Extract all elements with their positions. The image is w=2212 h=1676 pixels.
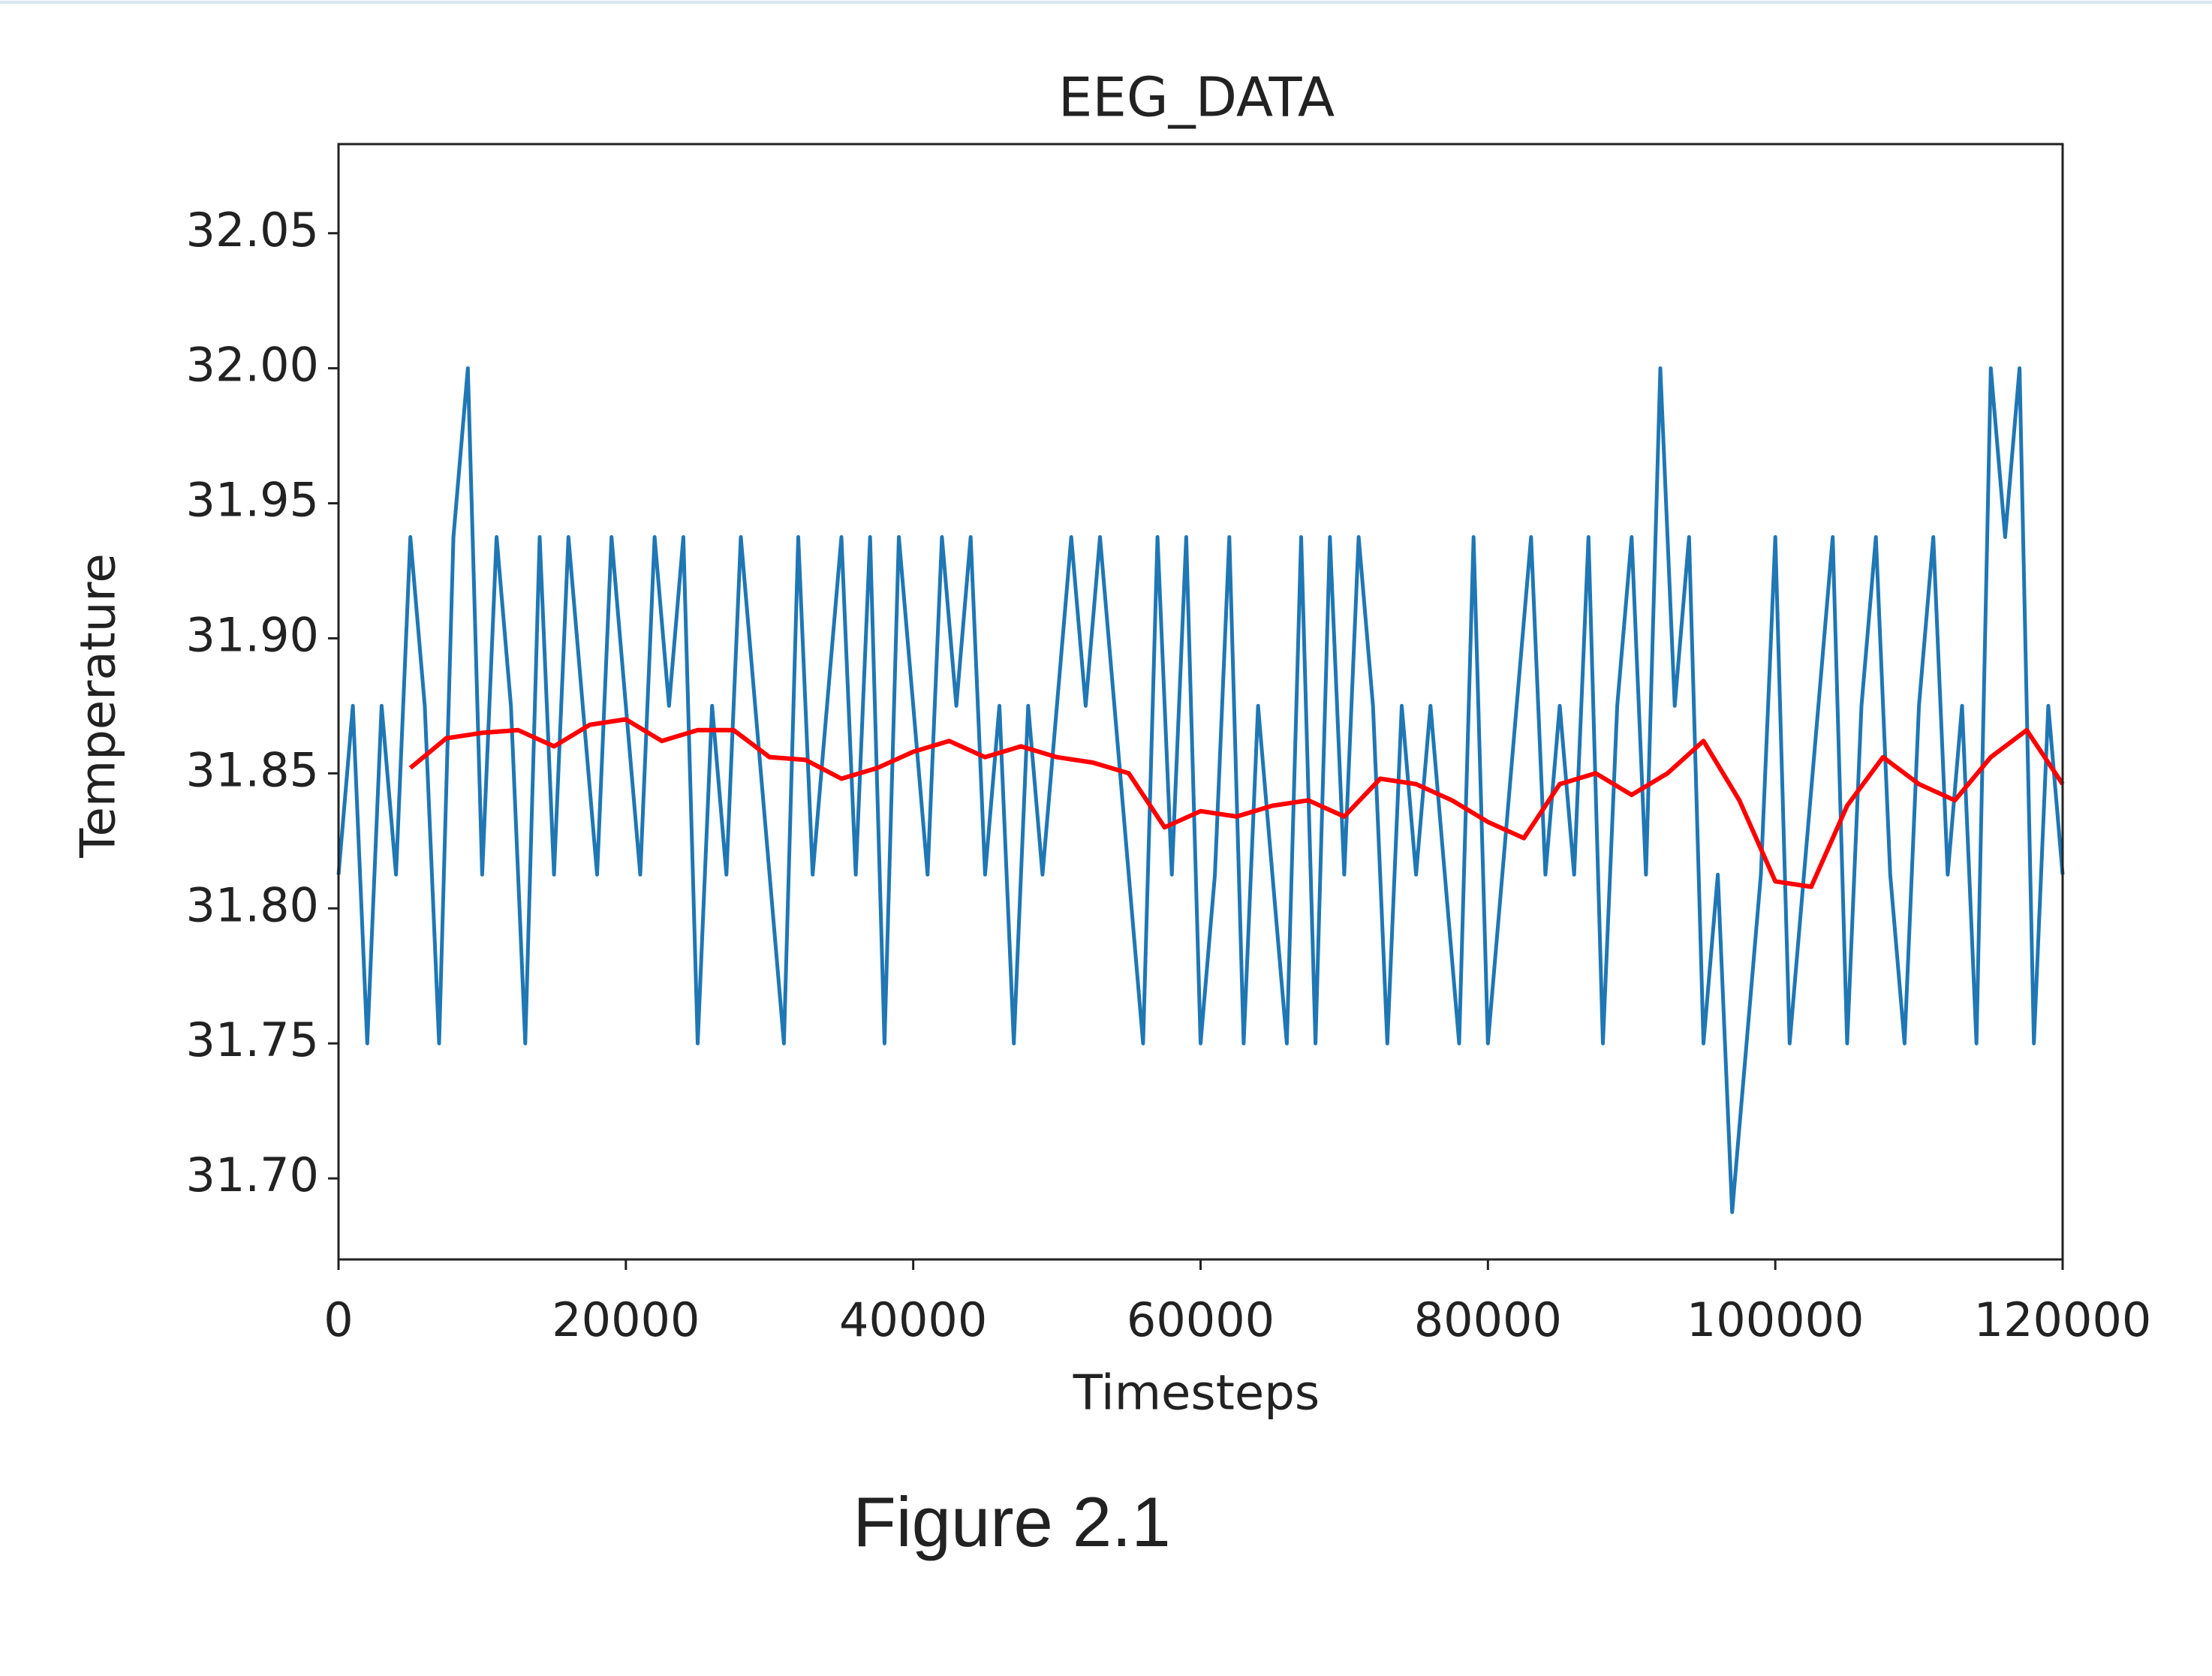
x-tick-label: 20000	[552, 1292, 700, 1347]
x-tick-label: 100000	[1687, 1292, 1864, 1347]
y-tick-label: 31.85	[186, 742, 320, 797]
y-tick-label: 31.90	[186, 608, 320, 663]
x-tick-label: 60000	[1127, 1292, 1275, 1347]
x-axis-label: Timesteps	[1073, 1366, 1320, 1422]
data-line	[408, 717, 2065, 889]
plot-frame	[337, 143, 2064, 1261]
x-tick-label: 120000	[1974, 1292, 2152, 1347]
figure-caption: Figure 2.1	[853, 1482, 1170, 1561]
y-tick-label: 31.95	[186, 473, 320, 528]
y-tick-label: 32.05	[186, 203, 320, 257]
y-tick-label: 31.80	[186, 877, 320, 932]
y-axis-label: Temperature	[71, 553, 127, 858]
data-line	[336, 366, 2065, 1214]
x-tick-label: 80000	[1414, 1292, 1562, 1347]
y-tick-label: 32.00	[186, 338, 320, 393]
x-tick-label: 0	[324, 1292, 353, 1347]
y-tick-label: 31.70	[186, 1148, 320, 1202]
y-tick-label: 31.75	[186, 1013, 320, 1067]
x-tick-label: 40000	[839, 1292, 987, 1347]
chart-title: EEG_DATA	[1058, 66, 1335, 129]
